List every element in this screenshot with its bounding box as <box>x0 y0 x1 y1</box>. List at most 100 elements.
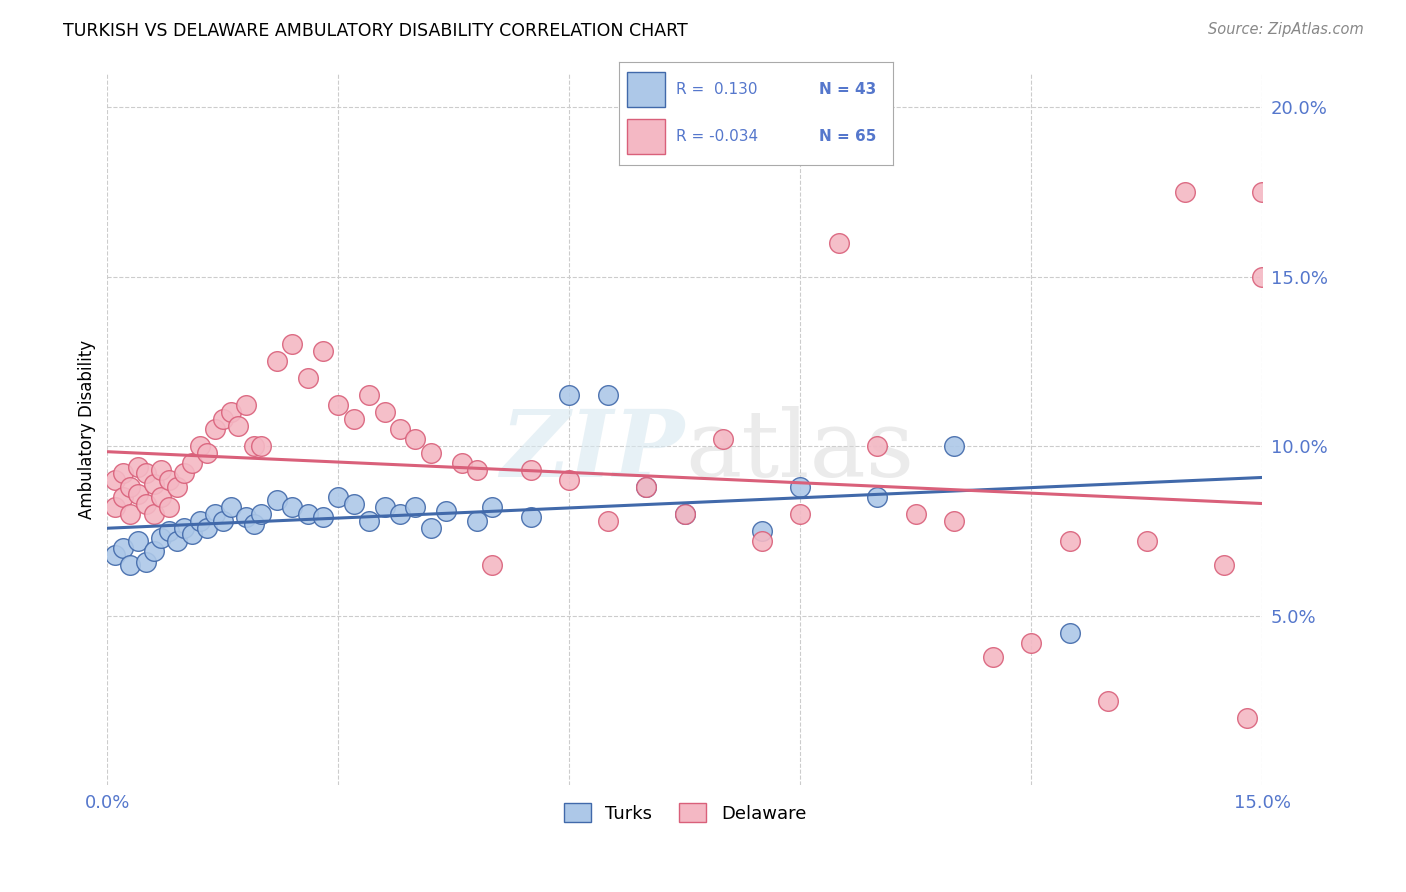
Text: N = 43: N = 43 <box>818 81 876 96</box>
Point <box>520 510 543 524</box>
Point <box>404 500 426 515</box>
Point <box>142 476 165 491</box>
Point <box>1021 636 1043 650</box>
Point <box>111 490 134 504</box>
Point <box>558 473 581 487</box>
Point <box>828 235 851 250</box>
Point <box>166 480 188 494</box>
Point <box>713 433 735 447</box>
Point <box>789 480 811 494</box>
Point <box>120 507 142 521</box>
FancyBboxPatch shape <box>627 119 665 153</box>
Point <box>636 480 658 494</box>
Legend: Turks, Delaware: Turks, Delaware <box>557 796 813 830</box>
Point <box>1236 710 1258 724</box>
Point <box>212 412 235 426</box>
Point <box>866 490 889 504</box>
Point <box>135 467 157 481</box>
Point <box>1059 625 1081 640</box>
Point <box>981 649 1004 664</box>
Point <box>150 463 173 477</box>
Point <box>596 514 619 528</box>
Point <box>388 507 411 521</box>
Point <box>127 534 149 549</box>
Point <box>636 480 658 494</box>
Point <box>388 422 411 436</box>
Point <box>120 480 142 494</box>
Point <box>235 510 257 524</box>
Point <box>127 486 149 500</box>
Point <box>242 439 264 453</box>
Point <box>558 388 581 402</box>
Point <box>219 500 242 515</box>
Point <box>111 541 134 555</box>
Point <box>343 412 366 426</box>
Point <box>673 507 696 521</box>
Y-axis label: Ambulatory Disability: Ambulatory Disability <box>79 340 96 519</box>
Point <box>1174 185 1197 199</box>
Point <box>673 507 696 521</box>
Point <box>150 490 173 504</box>
Point <box>166 534 188 549</box>
Point <box>250 439 273 453</box>
Point <box>242 517 264 532</box>
Point <box>135 555 157 569</box>
Point <box>328 490 350 504</box>
Point <box>374 405 396 419</box>
Point <box>404 433 426 447</box>
Point <box>520 463 543 477</box>
Point <box>1059 534 1081 549</box>
Point <box>374 500 396 515</box>
Point <box>157 473 180 487</box>
Point <box>226 418 249 433</box>
Point <box>104 548 127 562</box>
Text: R = -0.034: R = -0.034 <box>676 128 758 144</box>
Text: N = 65: N = 65 <box>818 128 876 144</box>
Point <box>419 446 441 460</box>
Point <box>281 500 304 515</box>
Point <box>266 354 288 368</box>
Point <box>943 439 966 453</box>
Point <box>204 507 226 521</box>
Point <box>465 514 488 528</box>
Point <box>157 524 180 538</box>
Point <box>266 493 288 508</box>
Point <box>297 507 319 521</box>
Point <box>1097 693 1119 707</box>
Text: ZIP: ZIP <box>501 406 685 496</box>
Point <box>219 405 242 419</box>
Point <box>1267 717 1289 731</box>
Point <box>188 439 211 453</box>
Point <box>789 507 811 521</box>
Point <box>596 388 619 402</box>
Point <box>312 344 335 359</box>
Point <box>481 558 503 572</box>
Point <box>419 520 441 534</box>
Point <box>359 388 381 402</box>
Point <box>751 534 773 549</box>
Point <box>1212 558 1234 572</box>
Point <box>434 503 457 517</box>
Point <box>1251 185 1274 199</box>
Point <box>104 500 127 515</box>
Point <box>359 514 381 528</box>
FancyBboxPatch shape <box>627 71 665 106</box>
Point <box>135 497 157 511</box>
Point <box>343 497 366 511</box>
Point <box>751 524 773 538</box>
Point <box>181 456 204 470</box>
Point <box>157 500 180 515</box>
Point <box>450 456 472 470</box>
Point <box>142 544 165 558</box>
Point <box>481 500 503 515</box>
Point <box>281 337 304 351</box>
Point <box>181 527 204 541</box>
Point <box>328 399 350 413</box>
Text: atlas: atlas <box>685 406 914 496</box>
Point <box>866 439 889 453</box>
Point <box>173 520 195 534</box>
Point <box>465 463 488 477</box>
Text: R =  0.130: R = 0.130 <box>676 81 758 96</box>
Point <box>212 514 235 528</box>
Point <box>204 422 226 436</box>
